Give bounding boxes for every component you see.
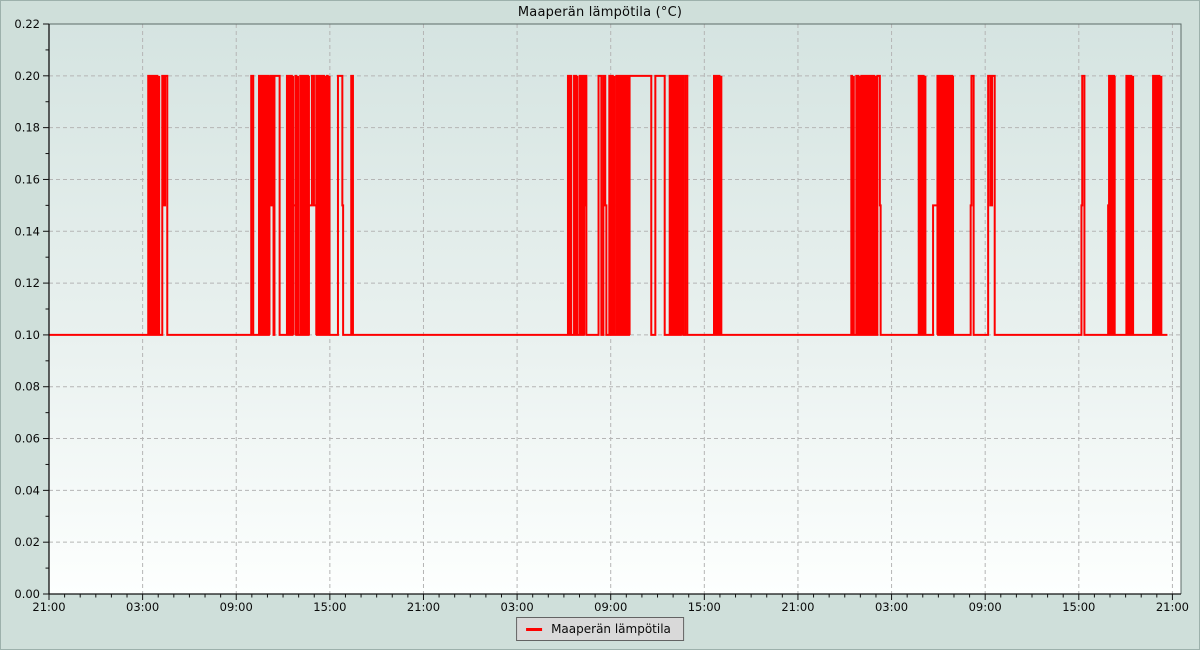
legend-box: Maaperän lämpötila — [516, 617, 684, 641]
x-tick-label: 21:00 — [32, 600, 65, 614]
y-tick-label: 0.20 — [14, 69, 40, 83]
y-tick-label: 0.18 — [14, 121, 40, 135]
x-tick-label: 15:00 — [313, 600, 346, 614]
legend-line-marker-icon — [526, 627, 543, 631]
x-tick-label: 21:00 — [781, 600, 814, 614]
x-tick-label: 09:00 — [594, 600, 627, 614]
x-tick-label: 21:00 — [407, 600, 440, 614]
y-tick-label: 0.12 — [14, 276, 40, 290]
x-tick-label: 03:00 — [875, 600, 908, 614]
chart-title: Maaperän lämpötila (°C) — [517, 5, 683, 20]
x-tick-label: 03:00 — [501, 600, 534, 614]
legend-label: Maaperän lämpötila — [551, 622, 671, 636]
x-tick-label: 09:00 — [969, 600, 1002, 614]
y-tick-label: 0.14 — [14, 224, 40, 238]
y-tick-label: 0.02 — [14, 535, 40, 549]
x-tick-label: 15:00 — [688, 600, 721, 614]
y-tick-label: 0.10 — [14, 328, 40, 342]
y-tick-label: 0.22 — [14, 17, 40, 31]
x-tick-label: 15:00 — [1062, 600, 1095, 614]
series-line — [49, 74, 1168, 336]
x-tick-label: 03:00 — [126, 600, 159, 614]
x-tick-label: 21:00 — [1156, 600, 1189, 614]
y-tick-label: 0.06 — [14, 432, 40, 446]
plot-border — [49, 23, 1182, 594]
y-tick-label: 0.04 — [14, 483, 40, 497]
y-tick-label: 0.16 — [14, 172, 40, 186]
x-tick-label: 09:00 — [220, 600, 253, 614]
y-tick-label: 0.08 — [14, 380, 40, 394]
y-tick-label: 0.00 — [14, 587, 40, 601]
